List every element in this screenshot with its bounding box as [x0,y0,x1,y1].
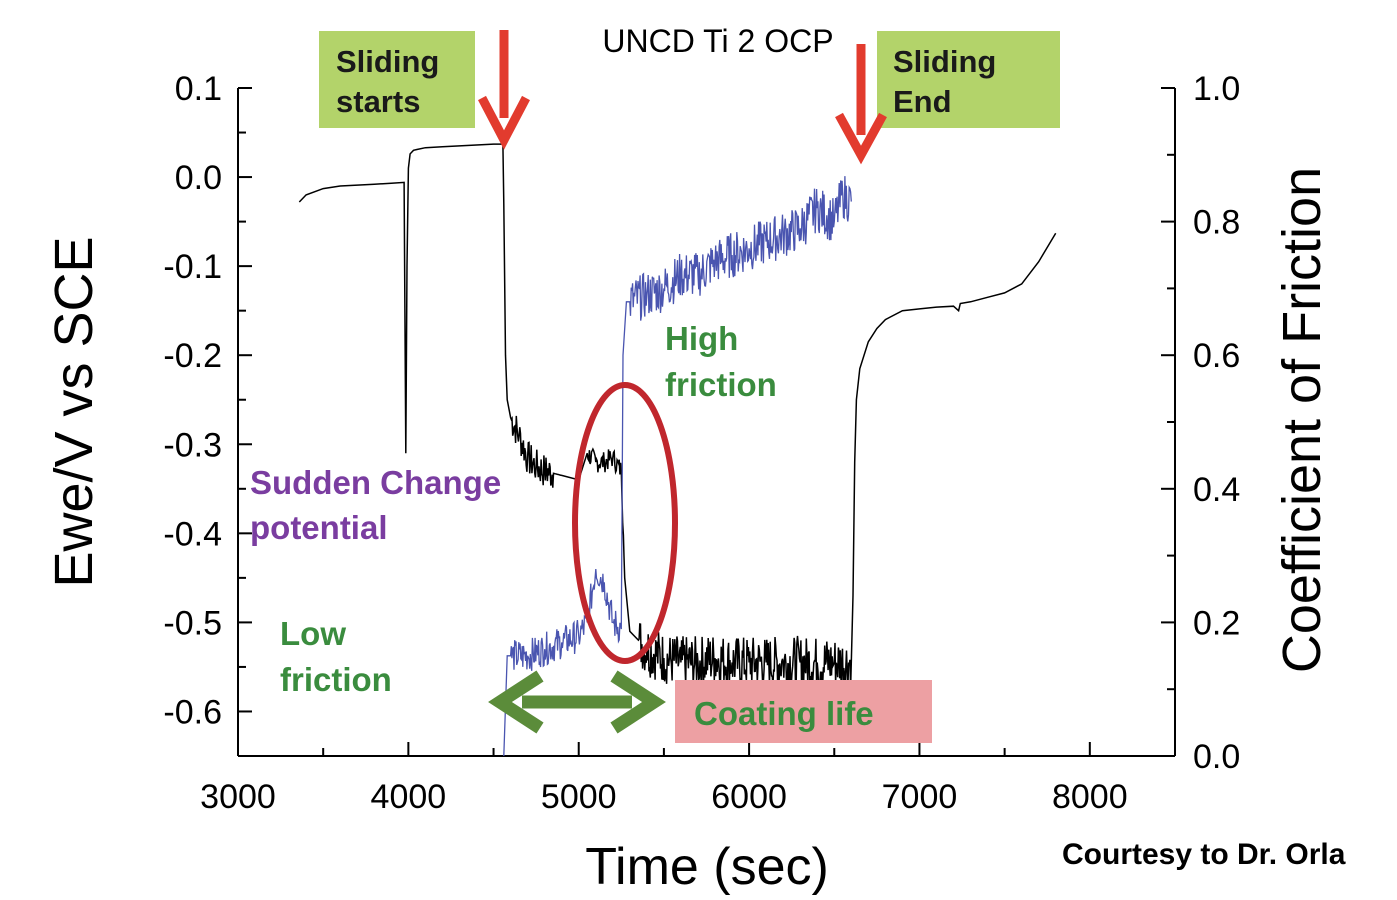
sliding-starts-label: Sliding starts [336,44,439,119]
coating-life-double-arrow [488,670,666,734]
series-line-friction [503,176,852,756]
y-right-tick-label: 0.2 [1193,604,1240,642]
y-left-tick-label: 0.1 [175,70,222,108]
sliding-starts-box [319,31,475,128]
y-left-tick-label: -0.6 [163,693,222,731]
x-tick-label: 6000 [711,778,787,816]
coating-life-label: Coating life [694,695,874,732]
sliding-end-box [877,31,1060,128]
x-axis-title: Time (sec) [585,838,829,896]
y-left-tick-label: -0.2 [163,337,222,375]
x-tick-label: 3000 [200,778,276,816]
sliding-starts-arrow [478,30,530,150]
y-axis-right-title: Coefficient of Friction [1272,167,1332,673]
y-left-tick-label: -0.5 [163,604,222,642]
x-tick-label: 5000 [541,778,617,816]
y-right-tick-label: 0.6 [1193,337,1240,375]
x-tick-label: 8000 [1052,778,1128,816]
y-left-tick-label: 0.0 [175,159,222,197]
sudden-change-label: Sudden Change potential [250,464,501,546]
y-right-tick-label: 0.8 [1193,204,1240,242]
y-right-tick-label: 0.0 [1193,738,1240,776]
sliding-end-arrow [835,44,887,165]
low-friction-label: Low friction [280,615,392,698]
y-axis-left-title: Ewe/V vs SCE [44,236,104,587]
x-tick-label: 7000 [882,778,958,816]
sliding-end-label: Sliding End [893,44,996,119]
coating-life-box [675,680,932,743]
y-right-tick-label: 1.0 [1193,70,1240,108]
chart-title: UNCD Ti 2 OCP [602,23,833,59]
axis-ticks [237,87,1176,757]
y-left-tick-label: -0.4 [163,515,222,553]
y-left-tick-label: -0.3 [163,426,222,464]
tick-labels: 3000 4000 5000 6000 7000 8000 0.1 0.0 -0.1 -0.2 -0… [163,70,1240,816]
x-tick-label: 4000 [371,778,447,816]
y-right-tick-label: 0.4 [1193,471,1240,509]
high-friction-label: High friction [665,320,777,403]
y-left-tick-label: -0.1 [163,248,222,286]
sudden-change-ellipse [572,382,678,664]
courtesy-text: Courtesy to Dr. Orla [1062,838,1346,871]
series-line-potential [298,143,1057,690]
